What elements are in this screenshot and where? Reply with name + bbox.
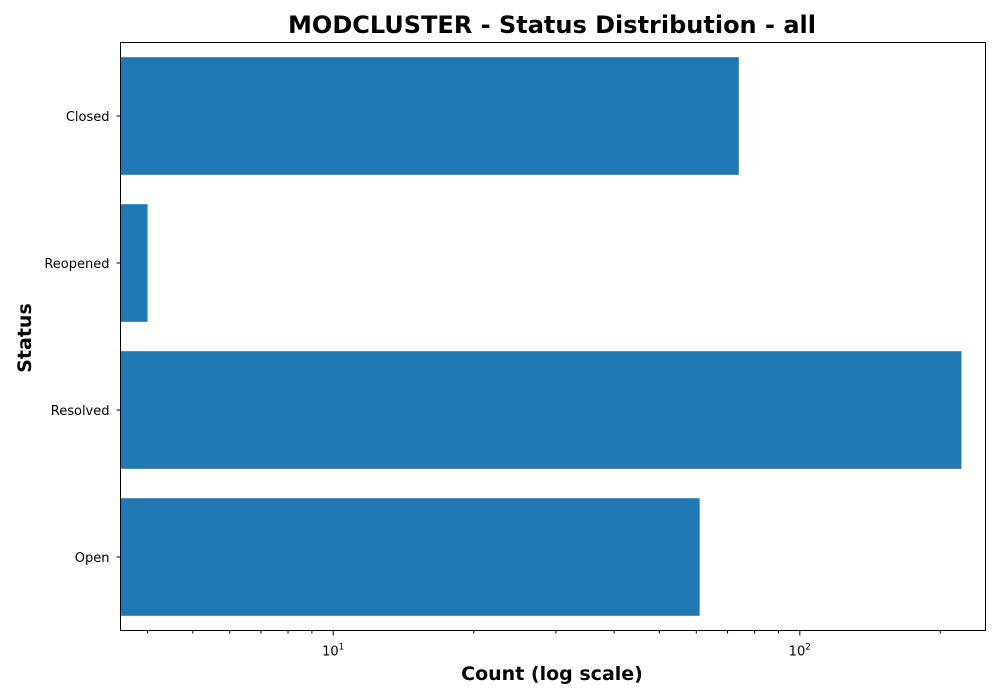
y-tick-label-closed: Closed [66, 110, 110, 125]
plot-frame [120, 42, 986, 631]
x-axis-ticks: 101 102 [147, 630, 941, 660]
bar-closed [120, 57, 739, 175]
bar-resolved [120, 351, 962, 469]
bar-reopened [120, 204, 148, 322]
x-tick-label: 101 [322, 643, 344, 660]
bars-group [120, 57, 962, 616]
x-axis-label: Count (log scale) [461, 663, 643, 685]
y-tick-label-open: Open [75, 551, 110, 566]
y-axis-label: Status [14, 303, 36, 373]
y-tick-label-reopened: Reopened [44, 257, 109, 272]
x-tick-label: 102 [789, 643, 811, 660]
y-tick-label-resolved: Resolved [51, 404, 110, 419]
y-axis-ticks: Open Resolved Reopened Closed [44, 110, 121, 566]
bar-open [120, 498, 700, 616]
chart-title: MODCLUSTER - Status Distribution - all [288, 11, 816, 39]
